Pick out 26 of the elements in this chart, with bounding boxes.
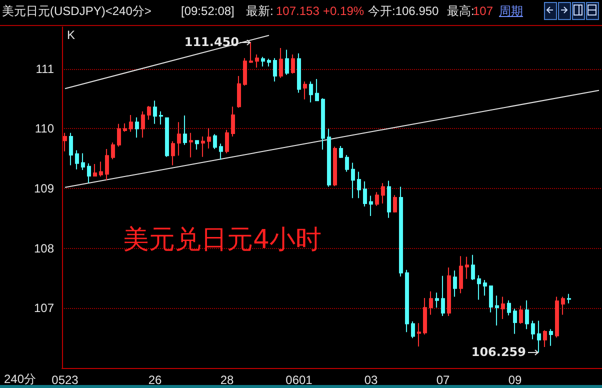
x-tick-label: 03 xyxy=(364,373,378,387)
y-tick-label: 107 xyxy=(34,301,54,316)
text: 周期 xyxy=(499,3,523,19)
y-tick-label: 109 xyxy=(34,182,54,196)
text: 107 xyxy=(473,3,494,19)
y-tick-label: 108 xyxy=(34,241,54,256)
y-tick-label: 111 xyxy=(36,62,54,76)
annotation: 111.450 xyxy=(184,35,239,49)
x-tick-label: 0601 xyxy=(286,373,313,387)
text: 美元日元(USDJPY)<240分> xyxy=(2,3,152,19)
text: 今开:106.950 xyxy=(368,3,439,19)
annotation: 106.259 xyxy=(471,345,526,359)
text: 107.153 xyxy=(276,3,320,19)
annotation: K xyxy=(67,27,76,43)
text: 最新: xyxy=(246,3,274,19)
x-tick-label: 28 xyxy=(220,373,234,387)
x-tick-label: 0523 xyxy=(52,373,79,387)
x-tick-label: 26 xyxy=(148,373,162,387)
x-tick-label: 07 xyxy=(436,373,450,387)
text: 最高: xyxy=(447,3,474,19)
y-tick-label: 110 xyxy=(34,122,54,136)
text: 240分 xyxy=(4,371,36,387)
text: 美元兑日元4小时 xyxy=(123,225,322,255)
text: [09:52:08] xyxy=(181,3,234,19)
x-tick-label: 09 xyxy=(508,373,522,387)
text: +0.19% xyxy=(323,3,364,19)
